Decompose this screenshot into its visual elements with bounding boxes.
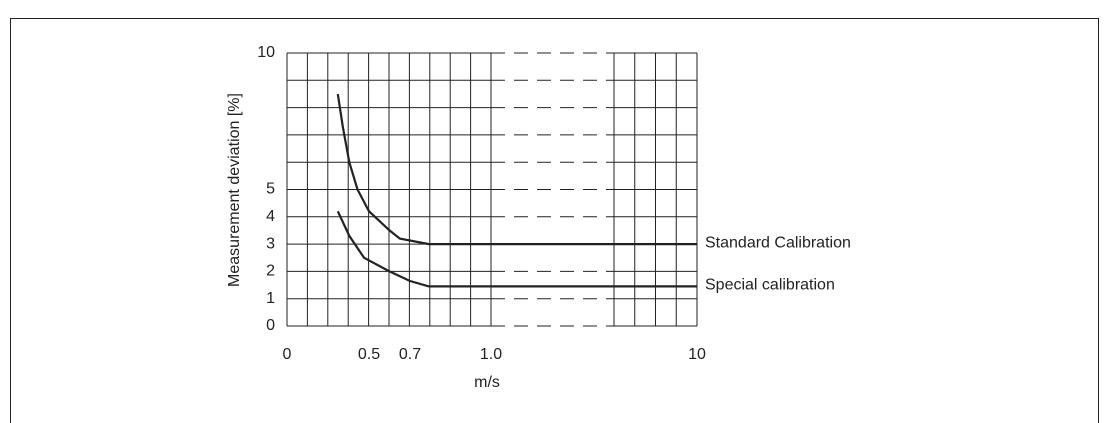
- series-label: Special calibration: [705, 277, 835, 294]
- x-tick-label: 0.7: [399, 346, 421, 363]
- x-tick-label: 0: [283, 346, 292, 363]
- y-tick-label: 4: [266, 208, 275, 225]
- series-line: [336, 93, 697, 246]
- x-axis-label: m/s: [474, 374, 500, 391]
- y-tick-label: 0: [266, 317, 275, 334]
- series-label: Standard Calibration: [705, 234, 851, 251]
- series-line: [336, 210, 697, 288]
- y-tick-label: 5: [266, 181, 275, 198]
- y-axis-label: Measurement deviation [%]: [226, 93, 243, 287]
- y-tick-label: 10: [257, 44, 275, 61]
- frame: [10, 18, 1099, 423]
- x-tick-label: 1.0: [480, 346, 502, 363]
- y-tick-label: 1: [266, 290, 275, 307]
- y-tick-label: 3: [266, 235, 275, 252]
- x-tick-label: 0.5: [358, 346, 380, 363]
- x-tick-label: 10: [688, 346, 706, 363]
- y-tick-label: 2: [266, 263, 275, 280]
